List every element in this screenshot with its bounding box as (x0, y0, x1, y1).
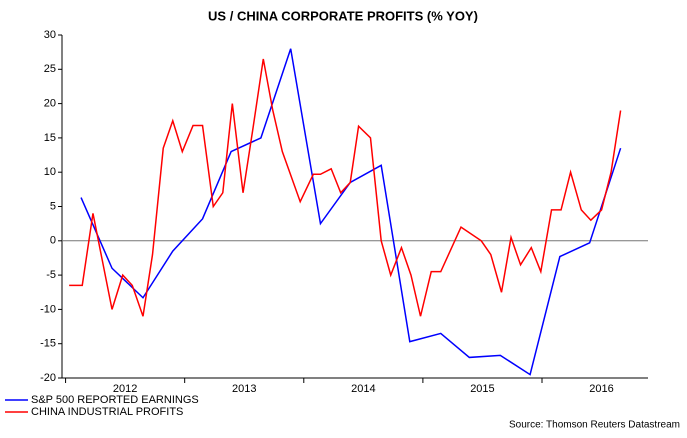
y-tick-label: -5 (46, 269, 56, 281)
series-line (69, 58, 622, 317)
x-tick-label: 2015 (470, 383, 494, 395)
y-tick-label: -10 (40, 303, 56, 315)
x-tick-label: 2012 (113, 383, 137, 395)
x-tick-label: 2014 (351, 383, 375, 395)
source-note: Source: Thomson Reuters Datastream (509, 420, 680, 431)
legend-label: S&P 500 REPORTED EARNINGS (31, 394, 199, 406)
y-tick-label: 10 (44, 166, 56, 178)
chart-title: US / CHINA CORPORATE PROFITS (% YOY) (208, 8, 478, 23)
y-tick-label: 20 (44, 98, 56, 110)
x-tick-label: 2013 (232, 383, 256, 395)
y-tick-label: 5 (50, 200, 56, 212)
y-tick-label: -15 (40, 338, 56, 350)
y-tick-label: -20 (40, 372, 56, 384)
y-tick-label: 30 (44, 29, 56, 41)
y-tick-label: 0 (50, 235, 56, 247)
x-tick-label: 2016 (589, 383, 613, 395)
y-tick-label: 25 (44, 63, 56, 75)
series-line (80, 48, 622, 376)
legend-label: CHINA INDUSTRIAL PROFITS (31, 406, 183, 418)
y-tick-label: 15 (44, 132, 56, 144)
